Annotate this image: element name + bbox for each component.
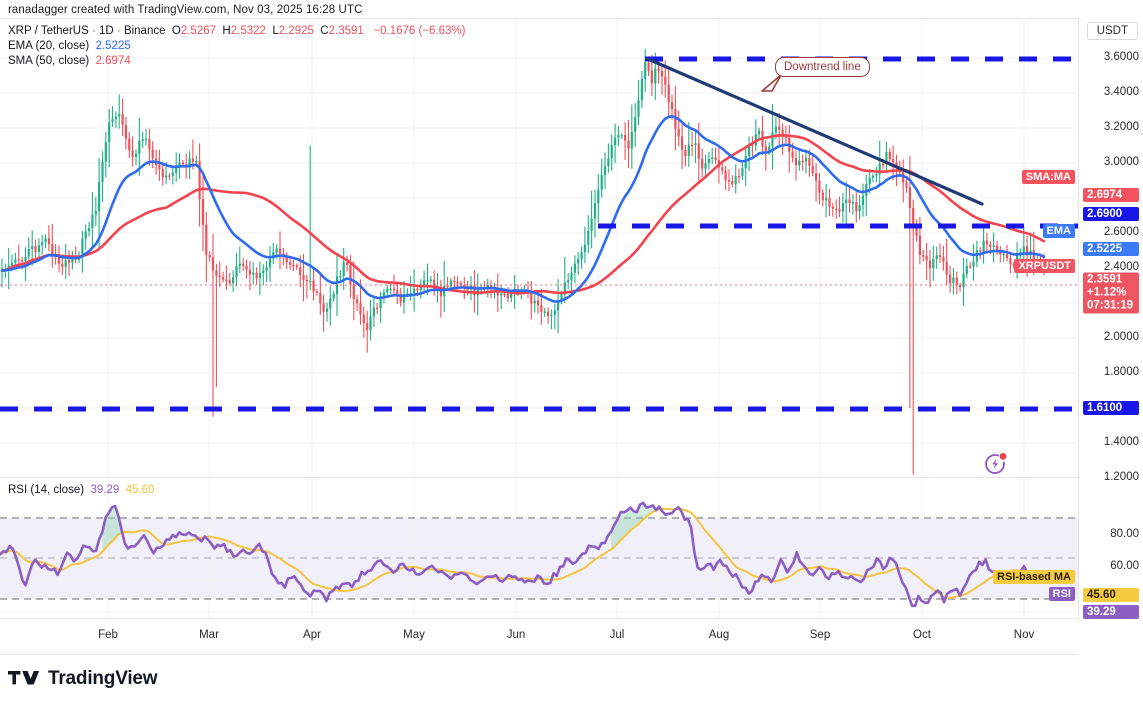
rsi-value-label[interactable]: 39.29 [1083, 605, 1139, 619]
rsi-ma-value-label[interactable]: 45.60 [1083, 588, 1139, 602]
rsi-legend[interactable]: RSI (14, close) 39.29 45.60 [8, 484, 154, 496]
sma-line [0, 134, 1046, 295]
rsi-chart-svg [0, 479, 1078, 618]
sma-series-tag[interactable]: SMA:MA [1021, 170, 1075, 184]
time-label: Nov [1013, 629, 1035, 641]
price-legend: XRP / TetherUS · 1D · Binance O2.5267 H2… [8, 24, 465, 69]
rsi-tick: 80.00 [1110, 528, 1139, 540]
price-pane[interactable] [0, 18, 1078, 478]
time-label: Oct [913, 629, 931, 641]
rsi-legend-label: RSI (14, close) [8, 484, 85, 496]
rsi-legend-value: 39.29 [90, 484, 120, 496]
candlestick-series [0, 48, 1045, 475]
time-label: Jun [506, 629, 526, 641]
time-label: Apr [303, 629, 321, 641]
legend-open-value: 2.5267 [180, 25, 217, 37]
price-tick: 2.4000 [1103, 261, 1139, 273]
rsi-line [0, 501, 1045, 608]
rsi-tag[interactable]: RSI [1048, 587, 1075, 601]
price-tick: 1.4000 [1103, 436, 1139, 448]
tradingview-logo[interactable]: TradingView [8, 668, 158, 690]
symbol-price-tag[interactable]: XRPUSDT [1014, 259, 1075, 273]
ema-series-tag[interactable]: EMA [1042, 224, 1075, 238]
time-label: Sep [809, 629, 831, 641]
price-tick: 3.6000 [1103, 51, 1139, 63]
time-label: Feb [98, 629, 118, 641]
mid-level-label[interactable]: 2.6900 [1083, 207, 1139, 221]
legend-ema-label: EMA (20, close) [8, 40, 90, 52]
legend-high-value: 2.5322 [230, 25, 266, 37]
time-label: May [403, 629, 425, 641]
price-tick: 3.2000 [1103, 121, 1139, 133]
last-price-label[interactable]: 2.3591 +1.12% 07:31:19 [1083, 272, 1139, 314]
sma-price-label[interactable]: 2.6974 [1083, 188, 1139, 202]
legend-close-label: C [320, 25, 329, 37]
legend-change: −0.1676 (−6.63%) [373, 25, 466, 37]
flash-alert-icon[interactable] [983, 450, 1009, 476]
legend-sma-value: 2.6974 [95, 55, 131, 67]
time-label: Mar [199, 629, 219, 641]
rsi-tick: 60.00 [1110, 560, 1139, 572]
legend-interval[interactable]: 1D [99, 25, 114, 37]
price-tick: 3.4000 [1103, 86, 1139, 98]
time-label: Aug [708, 629, 730, 641]
legend-exchange[interactable]: Binance [123, 25, 166, 37]
ema-price-label[interactable]: 2.5225 [1083, 242, 1139, 256]
legend-low-value: 2.2925 [278, 25, 314, 37]
price-tick: 2.0000 [1103, 331, 1139, 343]
tradingview-wordmark: TradingView [48, 668, 158, 689]
downtrend-line[interactable] [646, 57, 984, 206]
last-price-change: +1.12% [1087, 286, 1127, 299]
rsi-legend-ma-value: 45.60 [125, 484, 155, 496]
legend-low-label: L [272, 25, 279, 37]
price-tick: 1.2000 [1103, 471, 1139, 483]
downtrend-annotation[interactable]: Downtrend line [775, 57, 870, 77]
price-scale[interactable]: USDT 3.6000 3.4000 3.2000 3.0000 2.8000 … [1078, 18, 1143, 622]
legend-ema-value: 2.5225 [95, 40, 131, 52]
price-tick: 2.6000 [1103, 226, 1139, 238]
support-level-label[interactable]: 1.6100 [1083, 401, 1139, 415]
price-tick: 1.8000 [1103, 366, 1139, 378]
last-price-value: 2.3591 [1087, 273, 1123, 286]
legend-open-label: O [171, 25, 181, 37]
last-price-timer: 07:31:19 [1087, 299, 1134, 312]
legend-sma-label: SMA (50, close) [8, 55, 90, 67]
time-label: Jul [609, 629, 625, 641]
price-tick: 3.0000 [1103, 156, 1139, 168]
rsi-ma-tag[interactable]: RSI-based MA [993, 570, 1075, 584]
tradingview-mark-icon [8, 671, 40, 685]
legend-symbol[interactable]: XRP / TetherUS [8, 25, 89, 37]
rsi-pane[interactable] [0, 479, 1078, 619]
callout-pointer [761, 74, 782, 92]
legend-high-label: H [222, 25, 231, 37]
attribution-text: ranadagger created with TradingView.com,… [8, 4, 363, 16]
legend-main-row: XRP / TetherUS · 1D · Binance O2.5267 H2… [8, 25, 466, 37]
price-chart-svg [0, 19, 1078, 477]
legend-ema-row[interactable]: EMA (20, close) 2.5225 [8, 39, 465, 54]
time-axis[interactable]: Feb Mar Apr May Jun Jul Aug Sep Oct Nov [0, 619, 1078, 655]
ema-line [0, 115, 1046, 303]
currency-unit-label: USDT [1086, 22, 1138, 40]
legend-close-value: 2.3591 [328, 25, 364, 37]
legend-sma-row[interactable]: SMA (50, close) 2.6974 [8, 54, 465, 69]
grid-lines [0, 19, 1078, 477]
